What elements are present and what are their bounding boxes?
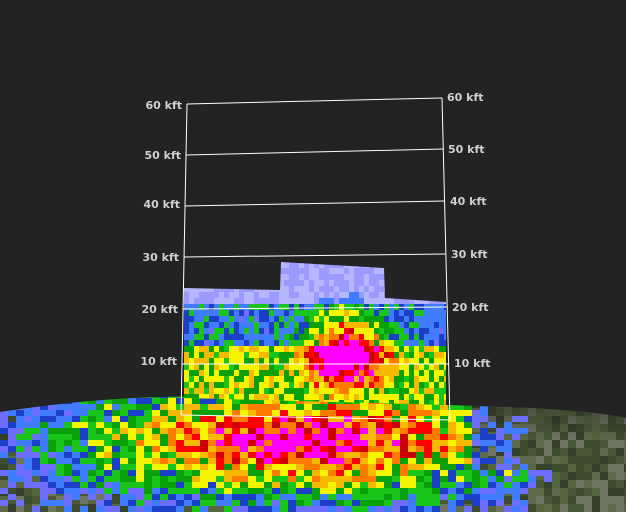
altitude-label-right-60: 60 kft <box>447 91 484 104</box>
altitude-label-left-60: 60 kft <box>146 99 183 112</box>
level-line-60 <box>186 97 443 105</box>
level-line-30 <box>183 253 447 258</box>
level-line-40 <box>184 200 445 207</box>
altitude-label-left-20: 20 kft <box>142 303 179 316</box>
altitude-label-right-40: 40 kft <box>450 195 487 208</box>
altitude-label-left-40: 40 kft <box>144 198 181 211</box>
altitude-label-left-50: 50 kft <box>145 149 182 162</box>
frame-left-edge <box>180 103 188 416</box>
level-line-0 <box>180 414 451 421</box>
level-line-20 <box>182 306 448 310</box>
altitude-label-left-10: 10 kft <box>141 355 178 368</box>
altitude-label-right-20: 20 kft <box>452 301 489 314</box>
frame-right-edge <box>441 97 451 421</box>
altitude-label-right-30: 30 kft <box>451 248 488 261</box>
altitude-labels-left: 60 kft 50 kft 40 kft 30 kft 20 kft 10 kf… <box>141 99 183 368</box>
altitude-frame <box>180 97 451 421</box>
altitude-label-left-30: 30 kft <box>143 251 180 264</box>
level-line-50 <box>185 148 444 156</box>
ground-reflectivity-layer <box>0 396 552 512</box>
altitude-label-right-50: 50 kft <box>448 143 485 156</box>
altitude-labels-right: 60 kft 50 kft 40 kft 30 kft 20 kft 10 kf… <box>447 91 491 370</box>
altitude-label-right-10: 10 kft <box>454 357 491 370</box>
vertical-cross-section <box>184 262 446 405</box>
